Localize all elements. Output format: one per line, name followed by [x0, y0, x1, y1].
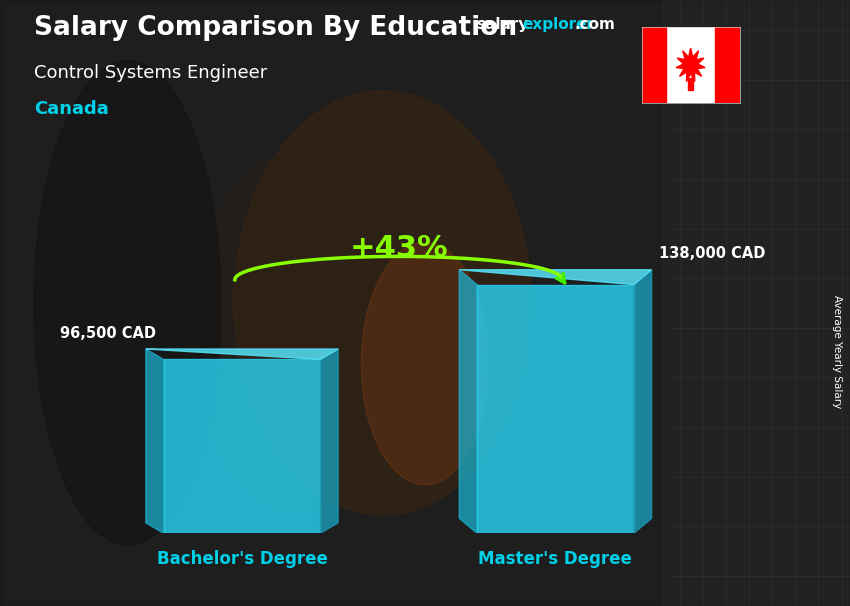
Text: Control Systems Engineer: Control Systems Engineer	[34, 64, 267, 82]
Text: +43%: +43%	[349, 234, 448, 263]
Polygon shape	[146, 349, 163, 533]
Bar	[688, 78, 693, 90]
Ellipse shape	[361, 242, 489, 485]
Ellipse shape	[234, 91, 531, 515]
Polygon shape	[459, 270, 652, 285]
Text: 138,000 CAD: 138,000 CAD	[659, 247, 765, 261]
Bar	[163, 359, 320, 533]
Text: salary: salary	[476, 17, 529, 32]
Bar	[715, 27, 740, 103]
Polygon shape	[320, 349, 338, 533]
Text: Salary Comparison By Education: Salary Comparison By Education	[34, 15, 517, 41]
Text: 96,500 CAD: 96,500 CAD	[60, 325, 156, 341]
Text: Average Yearly Salary: Average Yearly Salary	[832, 295, 842, 408]
Text: .com: .com	[575, 17, 615, 32]
Ellipse shape	[34, 61, 221, 545]
Ellipse shape	[191, 152, 404, 515]
Bar	[663, 0, 850, 606]
Polygon shape	[634, 270, 652, 533]
Polygon shape	[676, 48, 705, 81]
Polygon shape	[459, 270, 477, 533]
Text: explorer: explorer	[523, 17, 595, 32]
Bar	[642, 27, 666, 103]
Bar	[477, 285, 634, 533]
Polygon shape	[146, 349, 338, 359]
Text: Canada: Canada	[34, 100, 109, 118]
